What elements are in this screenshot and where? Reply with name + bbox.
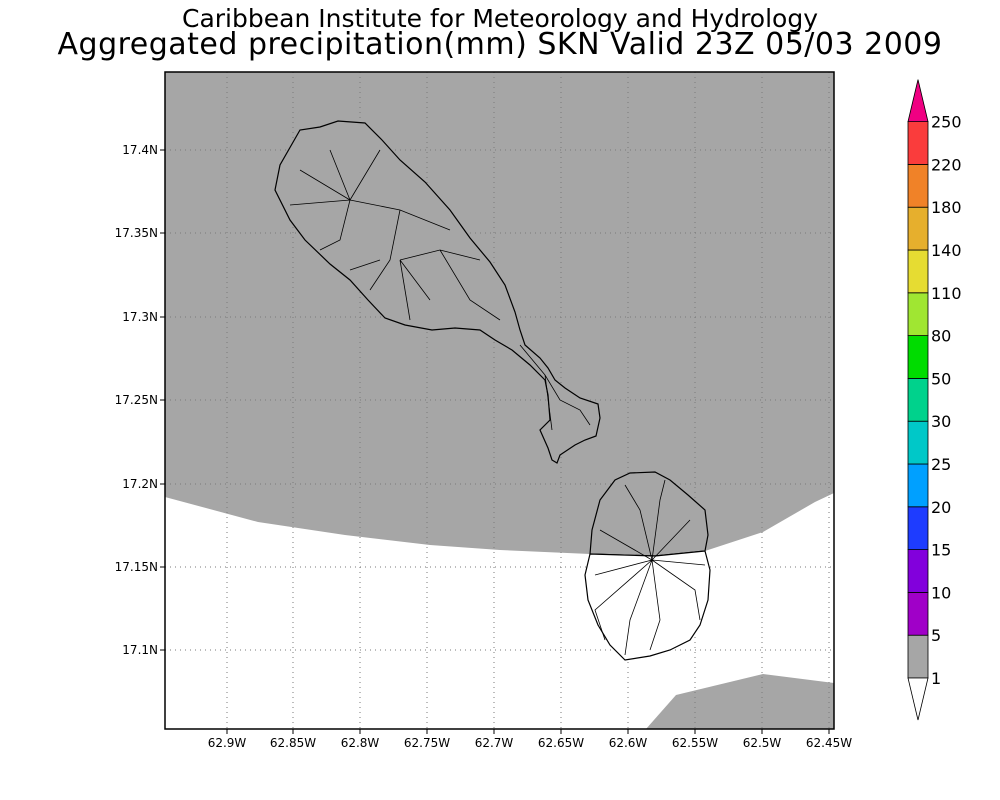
latitude-axis: 17.4N 17.35N 17.3N 17.25N 17.2N 17.15N 17.1N — [115, 143, 165, 657]
lat-tick-label: 17.2N — [122, 477, 158, 491]
colorbar-label: 10 — [931, 583, 951, 602]
lat-tick-label: 17.4N — [122, 143, 158, 157]
island-st-kitts — [274, 120, 601, 464]
lat-tick-label: 17.1N — [122, 643, 158, 657]
colorbar-label: 1 — [931, 669, 941, 688]
colorbar-high-arrow — [907, 79, 929, 122]
lat-tick-label: 17.25N — [115, 393, 158, 407]
colorbar-segment — [907, 592, 929, 636]
lon-tick-label: 62.5W — [743, 736, 782, 750]
colorbar-label: 250 — [931, 113, 962, 132]
colorbar-label: 80 — [931, 327, 951, 346]
lon-tick-label: 62.85W — [270, 736, 316, 750]
colorbar-segment — [907, 377, 929, 422]
island-st-kitts-drainage — [289, 149, 591, 431]
colorbar-segment — [907, 163, 929, 208]
colorbar-segment — [907, 463, 929, 508]
colorbar-segment — [907, 506, 929, 550]
colorbar-segment — [907, 549, 929, 593]
lon-tick-label: 62.45W — [806, 736, 852, 750]
lon-tick-label: 62.8W — [341, 736, 380, 750]
colorbar-label: 140 — [931, 241, 962, 260]
lon-tick-label: 62.65W — [538, 736, 584, 750]
colorbar-label: 15 — [931, 541, 951, 560]
colorbar-segment — [907, 249, 929, 294]
colorbar-label: 20 — [931, 498, 951, 517]
lon-tick-label: 62.55W — [672, 736, 718, 750]
institute-title: Caribbean Institute for Meteorology and … — [182, 4, 818, 33]
colorbar-segment — [907, 634, 929, 679]
colorbar-label: 50 — [931, 369, 951, 388]
lon-tick-label: 62.6W — [609, 736, 648, 750]
colorbar-segment — [907, 121, 929, 165]
colorbar-label: 30 — [931, 412, 951, 431]
precip-band-southeast — [646, 674, 834, 729]
colorbar-label: 180 — [931, 198, 962, 217]
lon-tick-label: 62.75W — [404, 736, 450, 750]
lon-tick-label: 62.9W — [208, 736, 247, 750]
colorbar-low-arrow — [907, 677, 929, 721]
colorbar-segment — [907, 420, 929, 465]
longitude-axis: 62.9W 62.85W 62.8W 62.75W 62.7W 62.65W 62.6W 62… — [208, 729, 852, 750]
lat-tick-label: 17.35N — [115, 226, 158, 240]
colorbar-segment — [907, 206, 929, 251]
lat-tick-label: 17.3N — [122, 310, 158, 324]
colorbar-label: 5 — [931, 626, 941, 645]
colorbar-label: 110 — [931, 284, 962, 303]
colorbar-label: 220 — [931, 155, 962, 174]
lon-tick-label: 62.7W — [475, 736, 514, 750]
colorbar-label: 25 — [931, 455, 951, 474]
lat-tick-label: 17.15N — [115, 560, 158, 574]
island-nevis-drainage — [594, 479, 706, 656]
map-title: Aggregated precipitation(mm) SKN Valid 2… — [57, 27, 943, 62]
colorbar-segment — [907, 292, 929, 336]
colorbar-segment — [907, 335, 929, 379]
